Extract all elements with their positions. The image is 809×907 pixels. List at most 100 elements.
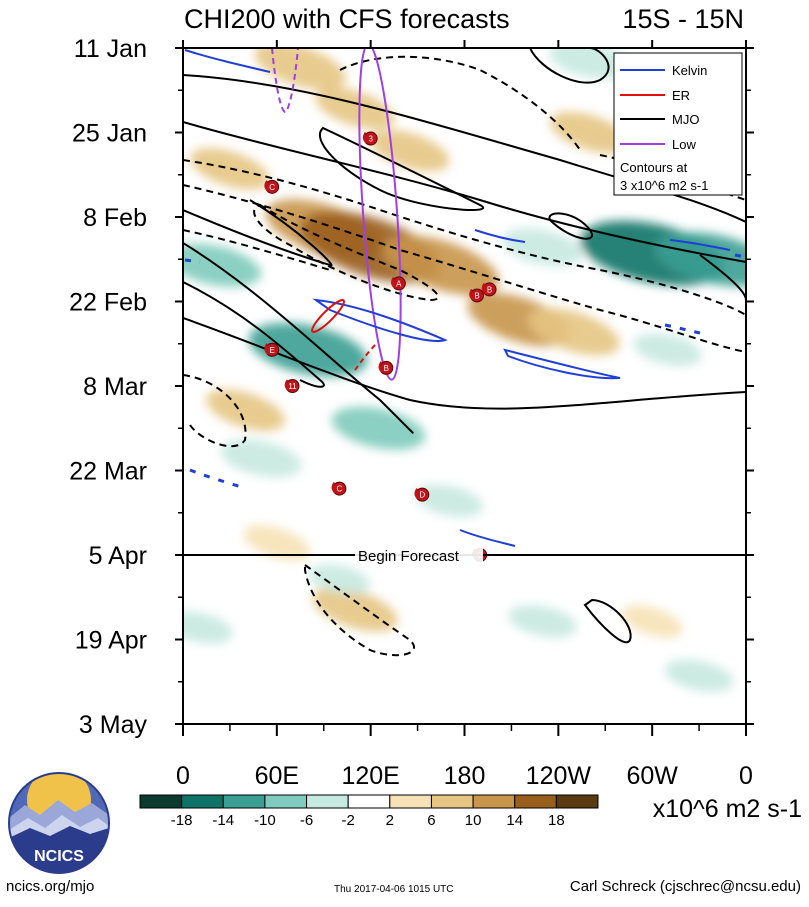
- low-contours: [271, 48, 402, 381]
- legend: Kelvin ER MJO Low Contours at 3 x10^6 m2…: [613, 52, 743, 196]
- mjo-dashed-contour: [304, 563, 415, 657]
- anomaly-shading: [183, 48, 746, 692]
- mjo-contour: [183, 74, 746, 223]
- storm-marker-tail: [378, 361, 383, 373]
- colorbar-label: 6: [427, 812, 435, 829]
- mjo-contour: [183, 121, 746, 263]
- colorbar-label: 14: [506, 812, 523, 829]
- anomaly-blob: [312, 587, 398, 632]
- colorbar-swatch: [555, 794, 599, 809]
- anomaly-blob: [383, 235, 499, 296]
- kelvin-contour: [312, 298, 448, 342]
- footer-author: Carl Schreck (cjschrec@ncsu.edu): [569, 878, 801, 895]
- colorbar-label: -2: [342, 812, 355, 829]
- storm-marker: C: [331, 481, 347, 496]
- mjo-contour: [529, 48, 610, 84]
- colorbar-label: -18: [171, 812, 193, 829]
- legend-label-low: Low: [672, 137, 696, 152]
- kelvin-contours: [184, 49, 731, 547]
- legend-label-er: ER: [672, 88, 690, 103]
- storm-marker-label: C: [336, 485, 342, 494]
- logo-text: NCICS: [34, 848, 84, 865]
- storm-marker: B: [469, 288, 485, 303]
- colorbar-label: -6: [300, 812, 313, 829]
- anomaly-blob: [549, 48, 631, 79]
- colorbar-swatch: [139, 794, 183, 809]
- low-dashed-contour: [271, 48, 299, 114]
- mjo-contour: [548, 212, 593, 240]
- anomaly-blob: [655, 232, 746, 287]
- anomaly-blob: [243, 525, 311, 561]
- forecast-label: Begin Forecast: [358, 548, 460, 565]
- er-dashed-contour: [354, 342, 378, 371]
- storm-marker-tail: [264, 343, 269, 355]
- y-tick-label: 5 Apr: [89, 542, 147, 570]
- storm-marker-tail: [469, 288, 474, 301]
- kelvin-dashed-contours: [184, 253, 746, 490]
- y-tick-label: 25 Jan: [72, 120, 147, 148]
- colorbar-swatch: [181, 794, 224, 809]
- storm-marker-label: B: [384, 364, 389, 373]
- storm-marker-label: 11: [288, 382, 297, 391]
- x-tick-label: 120W: [526, 762, 592, 790]
- legend-label-mjo: MJO: [672, 112, 699, 127]
- mjo-contour: [183, 281, 325, 388]
- anomaly-blob: [664, 659, 734, 692]
- anomaly-blob: [220, 439, 302, 478]
- y-tick-label: 22 Mar: [69, 458, 147, 486]
- kelvin-contour: [184, 49, 271, 73]
- storm-marker: A: [391, 276, 406, 291]
- y-tick-label: 11 Jan: [74, 35, 147, 63]
- storm-markers: C3ABBE11BCDC: [264, 131, 497, 562]
- y-tick-label: 8 Mar: [83, 373, 147, 401]
- anomaly-blob: [414, 484, 484, 517]
- storm-marker-tail: [264, 180, 269, 192]
- kelvin-dashed-contour: [664, 323, 701, 335]
- anomaly-blob: [331, 406, 426, 450]
- storm-marker-label: B: [474, 291, 479, 300]
- colorbar-label: 10: [465, 812, 482, 829]
- mjo-contour: [183, 317, 746, 410]
- ncics-logo: NCICS: [8, 772, 110, 874]
- mjo-contour: [183, 242, 414, 434]
- anomaly-blob: [633, 333, 702, 366]
- x-tick-label: 0: [739, 762, 753, 790]
- y-tick-label: 8 Feb: [83, 204, 147, 232]
- kelvin-dashed-contour: [189, 468, 246, 490]
- kelvin-dashed-contour: [734, 253, 746, 259]
- anomaly-blob: [508, 605, 577, 638]
- mjo-dashed-contour: [339, 55, 581, 151]
- storm-marker-tail: [362, 131, 368, 144]
- footer-url: ncics.org/mjo: [6, 878, 95, 895]
- logo-ring: [8, 772, 110, 874]
- colorbar-units: x10^6 m2 s-1: [653, 795, 802, 823]
- anomaly-blob: [308, 564, 371, 594]
- legend-box: [613, 52, 743, 196]
- storm-marker: B: [481, 282, 497, 297]
- y-tick-label: 19 Apr: [75, 627, 147, 655]
- colorbar-label: -14: [212, 812, 234, 829]
- storm-marker: B: [378, 360, 394, 375]
- colorbar-label: -10: [254, 812, 276, 829]
- anomaly-blob: [254, 48, 346, 90]
- y-tick-label: 3 May: [79, 711, 148, 739]
- storm-marker-tail: [481, 282, 487, 295]
- colorbar-label: 18: [548, 812, 565, 829]
- storm-marker: C: [264, 179, 280, 194]
- x-tick-label: 60E: [255, 762, 299, 790]
- colorbar-swatch: [222, 794, 266, 809]
- mjo-contour: [183, 199, 333, 267]
- storm-marker-label: D: [419, 491, 425, 500]
- forecast-label-bg: [355, 545, 483, 564]
- kelvin-contour: [503, 348, 621, 380]
- legend-note-line1: Contours at: [620, 160, 688, 175]
- chart-region: 15S - 15N: [622, 4, 744, 34]
- mjo-contour: [583, 598, 632, 644]
- mjo-dashed-contour: [183, 229, 331, 271]
- low-contour: [358, 48, 402, 381]
- anomaly-blob: [621, 605, 683, 638]
- storm-marker-tail: [284, 379, 290, 391]
- legend-entry-er: ER: [620, 88, 690, 103]
- storm-marker: E: [264, 342, 280, 357]
